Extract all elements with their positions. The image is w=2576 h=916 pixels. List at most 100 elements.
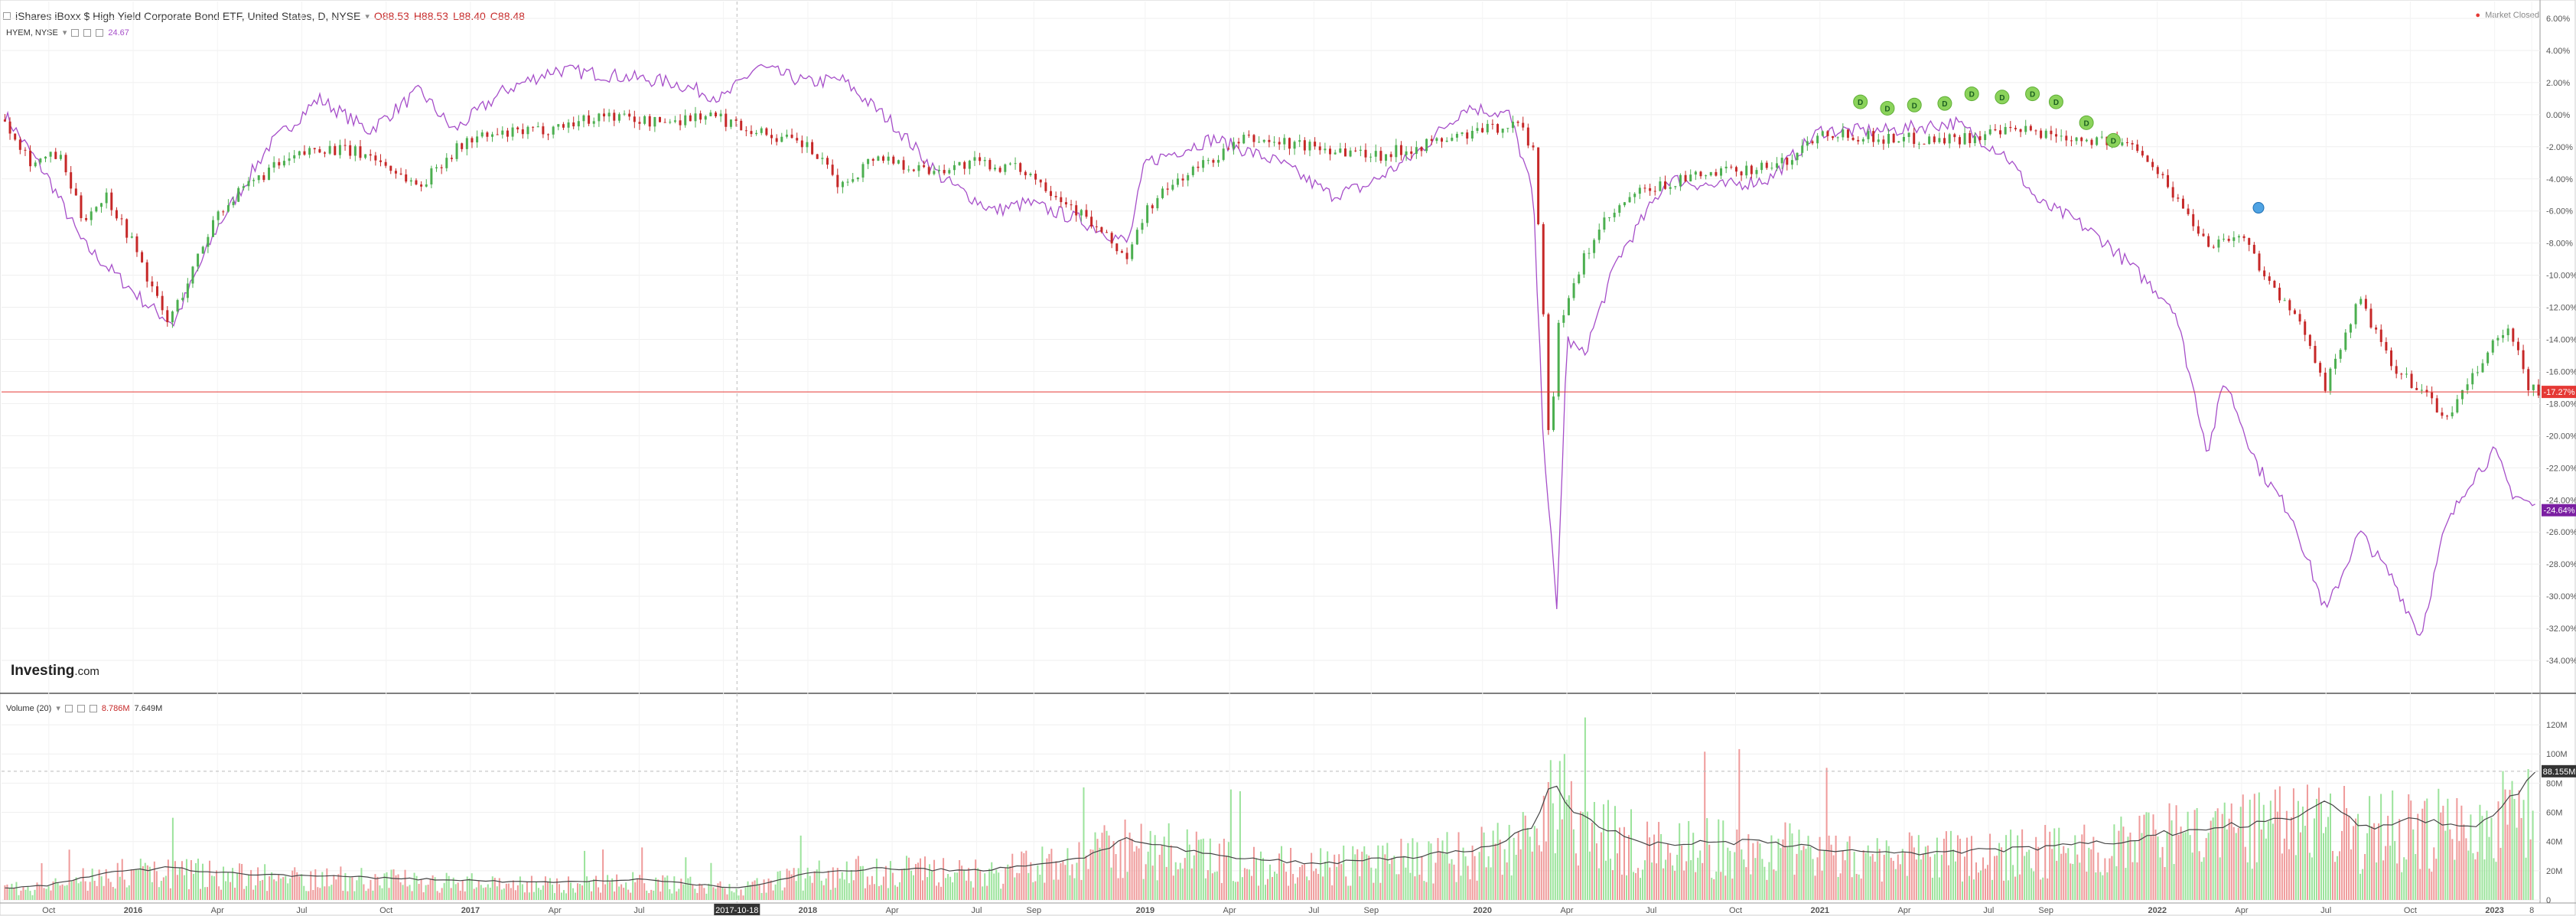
compare-price-label: -24.64% bbox=[2544, 507, 2575, 516]
volume-bar bbox=[790, 874, 793, 900]
candle-body bbox=[2516, 341, 2519, 350]
candle-body bbox=[70, 172, 73, 189]
compare-price-badge bbox=[2542, 504, 2576, 517]
volume-bar bbox=[1117, 878, 1119, 900]
candle-body bbox=[120, 218, 123, 220]
volume-bar bbox=[2408, 794, 2410, 900]
close-icon[interactable] bbox=[89, 704, 97, 712]
volume-bar bbox=[367, 888, 370, 900]
candle-body bbox=[704, 116, 707, 120]
volume-bar bbox=[1076, 862, 1078, 900]
chevron-down-icon[interactable]: ▾ bbox=[62, 28, 67, 37]
chevron-down-icon[interactable]: ▾ bbox=[365, 11, 370, 21]
volume-bar bbox=[1933, 854, 1936, 900]
candle-body bbox=[2167, 174, 2170, 187]
volume-bar bbox=[1704, 751, 1706, 900]
volume-bar bbox=[1471, 845, 1474, 900]
collapse-icon[interactable] bbox=[3, 12, 11, 20]
candle-body bbox=[1724, 166, 1728, 169]
volume-bar bbox=[1496, 823, 1499, 900]
volume-bar bbox=[1545, 841, 1547, 900]
volume-bar bbox=[1887, 846, 1890, 900]
volume-bar bbox=[1775, 871, 1777, 900]
volume-bar bbox=[650, 889, 653, 900]
volume-bar bbox=[929, 864, 931, 900]
volume-bar bbox=[836, 868, 839, 900]
settings-icon[interactable] bbox=[64, 704, 73, 712]
eye-icon[interactable] bbox=[83, 28, 92, 37]
volume-bar bbox=[1595, 843, 1597, 900]
candle-body bbox=[2029, 126, 2032, 131]
volume-tick-label: 100M bbox=[2546, 750, 2568, 759]
volume-bar bbox=[2249, 800, 2251, 900]
volume-bar bbox=[659, 892, 662, 900]
volume-bar bbox=[2322, 833, 2324, 900]
volume-bar bbox=[2047, 878, 2049, 900]
volume-bar bbox=[1522, 812, 1524, 900]
volume-bar bbox=[2297, 800, 2299, 900]
candle-body bbox=[359, 146, 362, 158]
candle-body bbox=[201, 246, 204, 254]
volume-bar bbox=[1007, 864, 1009, 900]
volume-bar bbox=[2299, 832, 2301, 900]
volume-bar bbox=[271, 872, 273, 900]
y-tick-label: -2.00% bbox=[2546, 143, 2573, 152]
candle-body bbox=[1780, 158, 1783, 164]
candle-body bbox=[409, 180, 412, 182]
candle-body bbox=[1674, 186, 1677, 187]
volume-bar bbox=[1642, 869, 1644, 900]
volume-bar bbox=[1618, 827, 1620, 900]
volume-bar bbox=[1278, 853, 1281, 900]
volume-bar bbox=[1825, 768, 1828, 900]
volume-bar bbox=[347, 891, 349, 900]
chevron-down-icon[interactable]: ▾ bbox=[56, 704, 60, 713]
volume-bar bbox=[2134, 841, 2136, 900]
candle-body bbox=[684, 115, 687, 126]
volume-bar bbox=[160, 881, 162, 900]
volume-bar bbox=[491, 876, 493, 900]
close-icon[interactable] bbox=[96, 28, 104, 37]
volume-bar bbox=[905, 856, 907, 900]
eye-icon[interactable] bbox=[77, 704, 85, 712]
candle-body bbox=[1806, 141, 1809, 146]
volume-bar bbox=[804, 878, 806, 900]
volume-bar bbox=[526, 881, 528, 900]
candle-body bbox=[2435, 398, 2438, 412]
volume-bar bbox=[1398, 874, 1400, 900]
volume-bar bbox=[2440, 812, 2442, 900]
volume-bar bbox=[2483, 859, 2486, 900]
volume-bar bbox=[2304, 826, 2306, 900]
last-price-label: -17.27% bbox=[2544, 388, 2575, 397]
candle-body bbox=[923, 165, 926, 168]
volume-bar bbox=[1656, 863, 1658, 900]
candle-body bbox=[2390, 350, 2393, 367]
volume-bar bbox=[109, 882, 112, 900]
volume-bar bbox=[1288, 885, 1290, 900]
candle-body bbox=[1343, 148, 1347, 157]
volume-bar bbox=[2447, 798, 2449, 900]
volume-bar bbox=[1593, 802, 1595, 900]
candle-body bbox=[1664, 181, 1667, 189]
volume-bar bbox=[155, 871, 158, 900]
candle-body bbox=[1283, 138, 1286, 145]
candle-body bbox=[2121, 142, 2124, 146]
candle-body bbox=[607, 112, 611, 117]
volume-bar bbox=[1272, 877, 1274, 900]
volume-bar bbox=[744, 887, 747, 900]
volume-bar bbox=[579, 884, 581, 900]
y-tick-label: -24.00% bbox=[2546, 496, 2576, 505]
candle-body bbox=[2223, 239, 2226, 240]
dividend-marker bbox=[1937, 96, 1952, 111]
volume-bar bbox=[2177, 834, 2180, 900]
volume-bar bbox=[1188, 844, 1190, 900]
volume-bar bbox=[2412, 829, 2415, 900]
volume-bar bbox=[1660, 833, 1663, 900]
volume-bar bbox=[1899, 864, 1901, 900]
volume-bar bbox=[1789, 823, 1791, 900]
volume-bar bbox=[326, 868, 328, 900]
volume-bar bbox=[22, 887, 24, 900]
y-tick-label: -14.00% bbox=[2546, 336, 2576, 345]
candle-body bbox=[633, 116, 636, 122]
settings-icon[interactable] bbox=[71, 28, 80, 37]
